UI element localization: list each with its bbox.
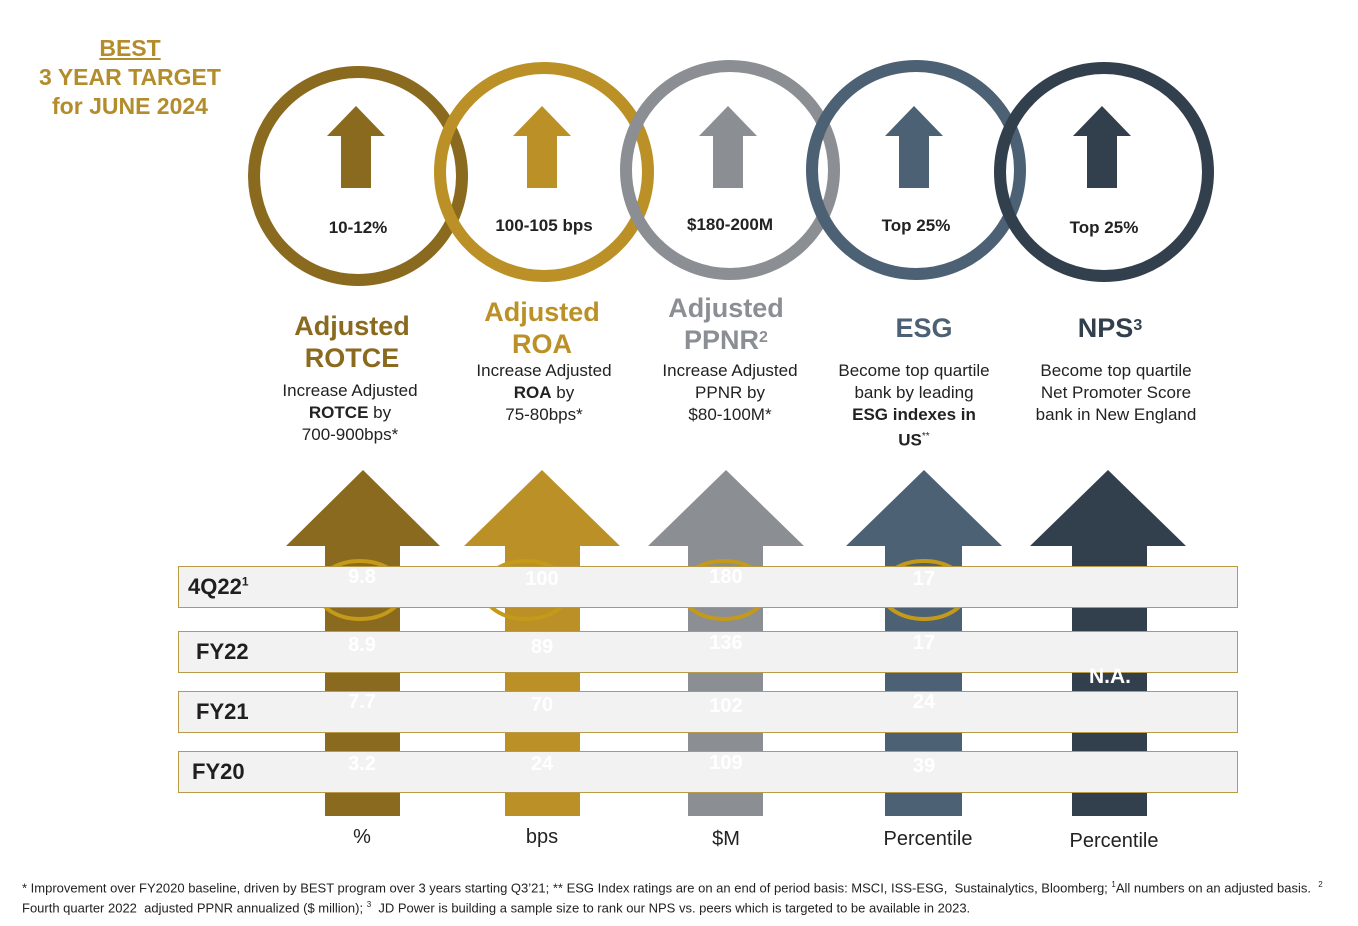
unit-label-rotce: %: [353, 826, 371, 848]
cell-value-roa-fy21: 70: [530, 694, 554, 716]
target-value-roa: 100-105 bps: [495, 216, 593, 235]
cell-value-rotce-q4: 9.8: [348, 566, 376, 588]
unit-label-ppnr: $M: [712, 828, 740, 850]
unit-label-roa: bps: [525, 826, 559, 848]
metric-description-ppnr: Increase Adjusted PPNR by $80-100M*: [662, 361, 798, 424]
cell-value-rotce-fy20: 3.2: [348, 753, 376, 775]
footnote: * Improvement over FY2020 baseline, driv…: [22, 880, 1323, 916]
target-value-ppnr: $180-200M: [686, 215, 773, 234]
metric-title-ppnr: Adjusted PPNR2: [668, 293, 784, 355]
target-ring-rotce: [248, 66, 468, 286]
target-value-nps: Top 25%: [1069, 218, 1139, 237]
cell-value-nps-merged: N.A.: [1089, 665, 1131, 688]
target-value-esg: Top 25%: [881, 216, 951, 235]
up-arrow-icon: [327, 106, 385, 188]
unit-label-nps: Percentile: [1069, 830, 1159, 852]
cell-value-ppnr-fy22: 136: [709, 632, 743, 654]
metric-description-roa: Increase Adjusted ROA by 75-80bps*: [476, 361, 612, 424]
cell-value-esg-fy20: 39: [912, 755, 936, 777]
up-arrow-icon: [1073, 106, 1131, 188]
target-ring-roa: [434, 62, 654, 282]
target-ring-esg: [806, 60, 1026, 280]
cell-value-esg-fy22: 17: [912, 632, 936, 654]
metric-description-esg: Become top quartile bank by leading ESG in…: [838, 361, 990, 450]
table-row-band: [178, 691, 1238, 733]
up-arrow-icon: [513, 106, 571, 188]
metric-title-nps: NPS3: [1077, 313, 1143, 343]
target-heading: BEST 3 YEAR TARGET for JUNE 2024: [20, 34, 240, 121]
heading-best: BEST: [99, 35, 161, 61]
table-row-band: [178, 631, 1238, 673]
cell-value-ppnr-fy21: 102: [709, 695, 743, 717]
cell-value-ppnr-q4: 180: [709, 566, 743, 588]
up-arrow-icon: [885, 106, 943, 188]
table-row-band: [178, 566, 1238, 608]
cell-value-esg-q4: 17: [912, 568, 936, 590]
target-ring-ppnr: [620, 60, 840, 280]
target-value-rotce: 10-12%: [328, 218, 388, 237]
metric-description-rotce: Increase Adjusted ROTCE by 700-900bps*: [282, 381, 418, 444]
cell-value-esg-fy21: 24: [912, 691, 936, 713]
cell-value-rotce-fy22: 8.9: [348, 634, 376, 656]
heading-line2: 3 YEAR TARGET: [39, 64, 221, 90]
metric-description-nps: Become top quartile Net Promoter Score ban…: [1035, 361, 1197, 424]
metric-title-esg: ESG: [895, 313, 953, 343]
cell-value-rotce-fy21: 7.7: [348, 691, 376, 713]
cell-value-roa-fy20: 24: [530, 753, 554, 775]
up-arrow-icon: [699, 106, 757, 188]
row-label-fy22: FY22: [196, 639, 249, 664]
cell-value-roa-q4: 100: [525, 568, 559, 590]
metric-title-rotce: Adjusted ROTCE: [294, 311, 410, 373]
metric-title-roa: Adjusted ROA: [484, 297, 600, 359]
row-label-fy21: FY21: [196, 699, 249, 724]
row-label-q4: 4Q221: [188, 574, 249, 599]
heading-line3: for JUNE 2024: [52, 93, 208, 119]
cell-value-roa-fy22: 89: [530, 636, 554, 658]
cell-value-ppnr-fy20: 109: [709, 752, 743, 774]
unit-label-esg: Percentile: [883, 828, 973, 850]
target-ring-nps: [994, 62, 1214, 282]
table-row-band: [178, 751, 1238, 793]
row-label-fy20: FY20: [192, 759, 245, 784]
